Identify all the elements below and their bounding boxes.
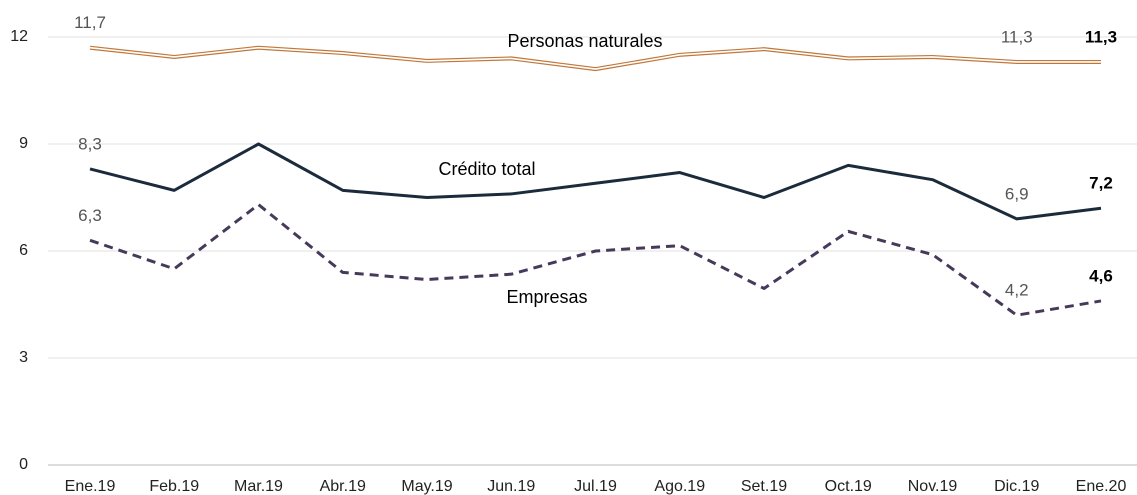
- value-label: 7,2: [1089, 174, 1113, 193]
- line: [89, 142, 1102, 221]
- x-tick-label: Mar.19: [234, 478, 283, 495]
- x-tick-label: Feb.19: [149, 478, 199, 495]
- series-label: Empresas: [506, 287, 587, 307]
- x-tick-label: Nov.19: [908, 478, 958, 495]
- x-tick-label: Oct.19: [825, 478, 872, 495]
- x-tick-label: Jul.19: [574, 478, 617, 495]
- series-label: Crédito total: [438, 159, 535, 179]
- value-label: 6,9: [1005, 184, 1029, 203]
- y-tick-label: 0: [19, 456, 28, 473]
- value-label: 4,6: [1089, 266, 1113, 285]
- x-tick-label: May.19: [401, 478, 452, 495]
- x-tick-label: Ene.19: [65, 478, 116, 495]
- line: [89, 203, 1102, 317]
- x-tick-label: Ago.19: [654, 478, 705, 495]
- value-label: 4,2: [1005, 281, 1029, 300]
- x-tick-label: Ene.20: [1076, 478, 1127, 495]
- series-label: Personas naturales: [507, 31, 662, 51]
- x-tick-label: Dic.19: [994, 478, 1039, 495]
- line-inner: [89, 46, 1101, 70]
- y-tick-label: 9: [19, 135, 28, 152]
- x-tick-label: Jun.19: [487, 478, 535, 495]
- y-tick-label: 6: [19, 242, 28, 259]
- y-tick-label: 3: [19, 349, 28, 366]
- y-tick-label: 12: [10, 28, 28, 45]
- x-tick-label: Abr.19: [320, 478, 366, 495]
- value-label: 6,3: [78, 206, 102, 225]
- value-label: 11,7: [74, 13, 106, 32]
- value-label: 11,3: [1085, 27, 1117, 46]
- x-tick-label: Set.19: [741, 478, 787, 495]
- value-label: 8,3: [78, 134, 102, 153]
- value-label: 11,3: [1001, 27, 1033, 46]
